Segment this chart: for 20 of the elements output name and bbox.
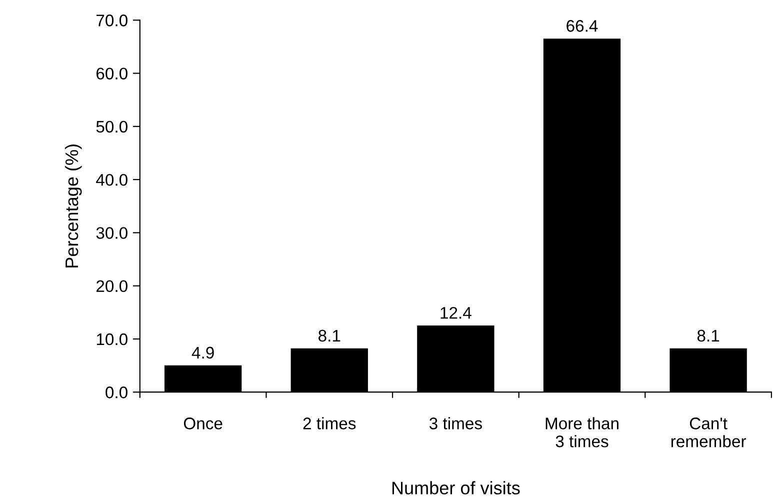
y-axis-title: Percentage (%) <box>64 144 82 268</box>
data-label: 66.4 <box>566 20 598 32</box>
data-label: 12.4 <box>440 306 472 319</box>
y-tick-label: 60.0 <box>96 68 128 80</box>
data-label: 8.1 <box>318 330 340 342</box>
data-label: 8.1 <box>697 330 720 342</box>
x-axis-title: Number of visits <box>392 481 520 494</box>
data-label: 4.9 <box>192 346 214 359</box>
y-tick-label: 70.0 <box>96 14 128 26</box>
y-tick-label: 30.0 <box>96 227 128 239</box>
x-tick-label: Once <box>184 418 222 430</box>
y-tick-label: 0.0 <box>106 386 128 398</box>
x-tick-label: Can't remember <box>671 418 746 448</box>
x-tick-label: 3 times <box>429 417 482 430</box>
x-tick-label: More than 3 times <box>546 417 618 448</box>
x-tick-label: 2 times <box>303 417 356 430</box>
y-tick-label: 50.0 <box>96 120 128 133</box>
y-tick-label: 40.0 <box>96 174 128 186</box>
y-tick-label: 20.0 <box>96 280 128 292</box>
y-tick-label: 10.0 <box>96 333 128 346</box>
